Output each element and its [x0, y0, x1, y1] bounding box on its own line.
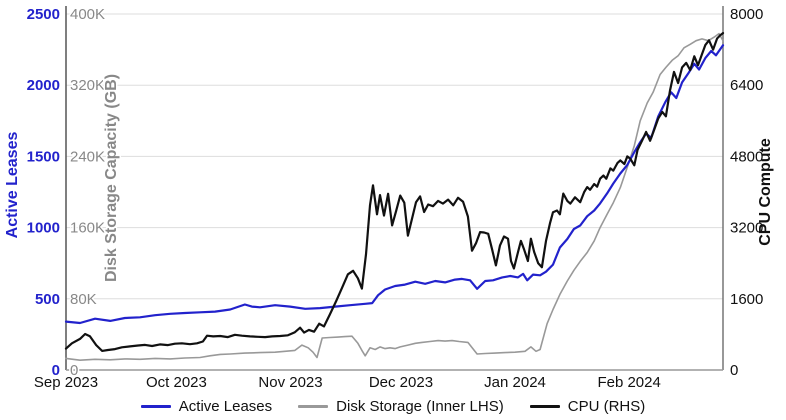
y-tick-right: 3200 — [730, 220, 763, 237]
y-tick-left: 2000 — [27, 77, 60, 94]
y-tick-left: 0 — [52, 362, 60, 379]
y-tick-inner: 240K — [70, 148, 105, 165]
y-tick-right: 6400 — [730, 77, 763, 94]
y-tick-right: 1600 — [730, 291, 763, 308]
axis-title-disk-storage: Disk Storage Capacity (GB) — [103, 74, 120, 282]
legend-item-disk-storage[interactable]: Disk Storage (Inner LHS) — [298, 398, 504, 415]
y-tick-left: 1500 — [27, 148, 60, 165]
multi-axis-line-chart: 0 500 1000 1500 2000 2500 0 80K 160K 240K 320K 400K… — [4, 5, 774, 392]
y-tick-inner: 160K — [70, 220, 105, 237]
y-tick-inner: 400K — [70, 6, 105, 23]
legend-label-disk-storage: Disk Storage (Inner LHS) — [336, 397, 504, 415]
legend-item-active-leases[interactable]: Active Leases — [140, 397, 273, 415]
x-tick-label: Jan 2024 — [484, 374, 546, 391]
y-tick-right: 4800 — [730, 148, 763, 165]
x-tick-label: Oct 2023 — [146, 374, 207, 391]
y-tick-right: 0 — [730, 362, 738, 379]
y-tick-right: 8000 — [730, 6, 763, 23]
legend-swatch-active-leases — [140, 404, 171, 408]
x-tick-label: Dec 2023 — [369, 374, 433, 391]
axis-title-cpu-compute: CPU Compute — [757, 138, 774, 246]
y-tick-left: 500 — [35, 291, 60, 308]
series-line-active-leases — [64, 44, 725, 325]
x-tick-label: Nov 2023 — [258, 374, 322, 391]
series-line-disk-storage-inner-lhs — [65, 32, 724, 362]
y-tick-left: 1000 — [27, 220, 60, 237]
y-tick-inner: 80K — [70, 291, 97, 308]
legend-label-active-leases: Active Leases — [178, 397, 273, 415]
legend-label-cpu: CPU (RHS) — [567, 397, 646, 415]
axis-title-active-leases: Active Leases — [4, 132, 21, 239]
y-tick-inner: 320K — [70, 77, 105, 94]
series-line-cpu-rhs — [64, 31, 725, 352]
legend-swatch-disk-storage — [298, 404, 329, 408]
x-tick-label: Feb 2024 — [597, 374, 660, 391]
y-tick-inner: 0 — [70, 362, 78, 379]
legend-swatch-cpu — [529, 404, 560, 408]
y-tick-left: 2500 — [27, 6, 60, 23]
legend: Active Leases Disk Storage (Inner LHS) C… — [0, 394, 786, 418]
legend-item-cpu[interactable]: CPU (RHS) — [529, 397, 646, 415]
x-tick-label: Sep 2023 — [34, 374, 98, 391]
